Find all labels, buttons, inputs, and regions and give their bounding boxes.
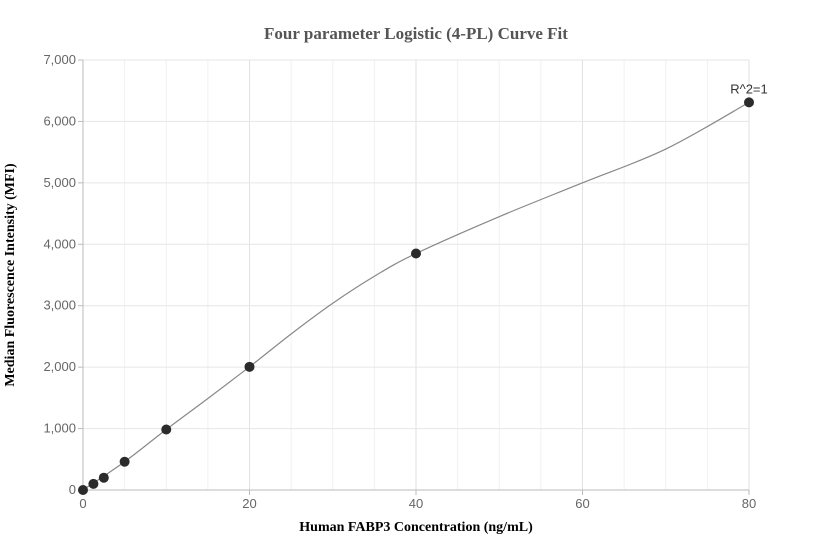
y-tick-label: 6,000: [43, 113, 76, 128]
r-squared-annotation: R^2=1: [730, 81, 768, 96]
y-tick-label: 5,000: [43, 175, 76, 190]
grid: [82, 59, 750, 491]
x-tick-label: 40: [409, 496, 423, 511]
x-tick-label: 80: [742, 496, 756, 511]
x-tick-label: 20: [242, 496, 256, 511]
x-tick-label: 60: [575, 496, 589, 511]
y-tick-label: 7,000: [43, 52, 76, 67]
data-point: [744, 97, 754, 108]
chart-title: Four parameter Logistic (4-PL) Curve Fit: [264, 24, 568, 43]
data-point: [244, 361, 255, 372]
data-point: [98, 472, 109, 483]
y-tick-label: 1,000: [43, 421, 76, 436]
y-axis-title: Median Fluorescence Intensity (MFI): [3, 163, 18, 387]
y-tick-label: 0: [69, 482, 76, 497]
data-points: [78, 97, 754, 495]
y-tick-label: 2,000: [43, 359, 76, 374]
y-tick-label: 4,000: [43, 236, 76, 251]
data-point: [119, 456, 130, 467]
data-point: [411, 248, 421, 259]
data-point: [161, 424, 172, 435]
data-point: [88, 478, 99, 489]
y-tick-label: 3,000: [43, 298, 76, 313]
x-axis-ticks: 0 20 40 60 80: [79, 490, 756, 511]
x-axis-title: Human FABP3 Concentration (ng/mL): [299, 520, 533, 535]
y-axis-ticks: 0 1,000 2,000 3,000 4,000 5,000 6,000 7,000: [43, 52, 83, 497]
x-tick-label: 0: [79, 496, 86, 511]
data-point: [78, 485, 88, 495]
